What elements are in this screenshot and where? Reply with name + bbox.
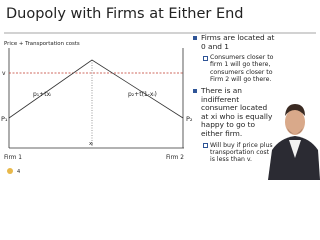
p2-label: P₂: [186, 115, 193, 123]
slide: Price + Transportation costs v P₁ P₂ p₁+…: [1, 6, 320, 180]
presenter: [268, 104, 320, 180]
bullet: There is an indifferent consumer located…: [193, 86, 275, 139]
bullet: Firms are located at 0 and 1: [193, 33, 275, 51]
bullet-list: Firms are located at 0 and 1 Consumers cl…: [193, 33, 275, 167]
firm2-label: Firm 2: [166, 155, 184, 161]
p1-label: P₁: [1, 115, 8, 123]
right-line-label: p₂+t(1-xᵢ): [128, 91, 157, 98]
left-line-label: p₁+txᵢ: [33, 91, 51, 98]
slide-number: 4: [17, 169, 20, 175]
cost-lines: [8, 59, 184, 119]
pointer-dot: [7, 168, 13, 174]
diagram: Price + Transportation costs v P₁ P₂ p₁+…: [1, 32, 320, 180]
firm1-label: Firm 1: [4, 155, 22, 161]
slide-title: Duopoly with Firms at Either End: [6, 6, 244, 22]
sub-bullet: Will buy if price plus transportation co…: [203, 142, 275, 164]
sub-bullet: Consumers closer to firm 1 will go there…: [203, 54, 274, 83]
x-label: xᵢ: [89, 141, 93, 147]
y-axis-label: Price + Transportation costs: [4, 41, 80, 47]
v-label: v: [2, 70, 6, 77]
